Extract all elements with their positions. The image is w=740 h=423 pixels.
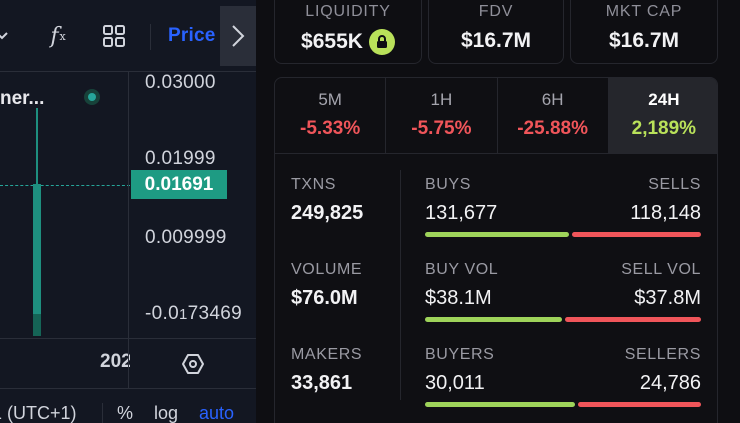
chart-bottom-bar: 1 (UTC+1) % log auto — [0, 388, 256, 423]
sell-bar — [577, 402, 701, 407]
token-stats-panel: LIQUIDITY $655K FDV $16.7M MKT CAP $16.7… — [256, 0, 740, 423]
price-tick: 0.01999 — [145, 148, 216, 169]
tab-change: -5.75% — [411, 118, 472, 139]
buy-bar — [425, 232, 569, 237]
buyers-label: BUYERS — [425, 346, 495, 363]
tab-change: 2,189% — [631, 118, 697, 139]
stats-divider — [400, 170, 401, 400]
grid-icon[interactable] — [100, 18, 128, 54]
tab-label: 24H — [648, 90, 680, 109]
price-axis[interactable]: 0.03000 0.01999 0.009999 -0.0173469 0.01… — [128, 72, 256, 338]
sells-label: SELLS — [648, 176, 701, 193]
chevron-down-icon[interactable] — [0, 18, 10, 54]
row-label: VOLUME — [291, 261, 363, 278]
row-label: TXNS — [291, 176, 337, 193]
buy-vol-value: $38.1M — [425, 287, 492, 309]
metric-card-fdv: FDV $16.7M — [428, 0, 564, 64]
log-scale-button[interactable]: log — [154, 403, 179, 423]
buy-sell-ratio-bar — [425, 402, 701, 407]
buys-value: 131,677 — [425, 202, 498, 224]
buy-sell-ratio-bar — [425, 232, 701, 237]
stat-row-txns: TXNS 249,825 BUYS 131,677 SELLS 118,148 — [275, 170, 717, 254]
stat-row-volume: VOLUME $76.0M BUY VOL $38.1M SELL VOL $3… — [275, 255, 717, 339]
expand-chevron-icon[interactable] — [220, 6, 256, 66]
row-value: 249,825 — [291, 202, 364, 224]
price-tick: 0.03000 — [145, 72, 216, 93]
sells-value: 118,148 — [630, 202, 701, 224]
price-toggle-button[interactable]: Price — [168, 25, 216, 46]
tab-change: -25.88% — [517, 118, 589, 139]
price-tick: 0.009999 — [145, 227, 227, 248]
metric-value: $16.7M — [460, 29, 532, 52]
hexagon-gear-icon[interactable] — [180, 351, 206, 377]
sell-vol-value: $37.8M — [634, 287, 701, 309]
metric-value: $16.7M — [608, 29, 680, 52]
symbol-name: ner... — [0, 88, 45, 109]
metric-label: MKT CAP — [605, 3, 683, 20]
metric-card-liquidity: LIQUIDITY $655K — [274, 0, 422, 64]
tab-change: -5.33% — [300, 118, 361, 139]
chart-plot-area[interactable]: ner... — [0, 72, 256, 338]
buy-bar — [425, 402, 575, 407]
tab-5m[interactable]: 5M -5.33% — [275, 78, 387, 153]
metric-label: LIQUIDITY — [305, 3, 391, 20]
market-status-dot — [84, 89, 100, 105]
time-label: 202 — [100, 351, 130, 372]
candle-body — [33, 184, 41, 336]
metric-card-mkt-cap: MKT CAP $16.7M — [570, 0, 718, 64]
timezone-button[interactable]: 1 (UTC+1) — [0, 403, 77, 423]
price-tick-subscript: 1 — [178, 306, 188, 323]
trading-stats-card: 5M -5.33% 1H -5.75% 6H -25.88% 24H 2,189… — [274, 77, 718, 423]
timeframe-tabs: 5M -5.33% 1H -5.75% 6H -25.88% 24H 2,189… — [275, 78, 717, 154]
row-value: $76.0M — [291, 287, 358, 309]
buyers-value: 30,011 — [425, 372, 485, 394]
toolbar-divider — [150, 24, 151, 50]
price-tick-tail: 73469 — [187, 303, 242, 324]
auto-scale-button[interactable]: auto — [199, 403, 235, 423]
row-label: MAKERS — [291, 346, 363, 363]
metric-value: $655K — [301, 30, 363, 53]
metric-label: FDV — [478, 3, 514, 20]
fx-icon-letter: f — [50, 23, 59, 49]
sellers-value: 24,786 — [639, 372, 701, 394]
bottom-bar-divider — [102, 403, 103, 423]
percent-scale-button[interactable]: % — [117, 403, 134, 423]
tab-24h[interactable]: 24H 2,189% — [608, 78, 717, 153]
stat-row-makers: MAKERS 33,861 BUYERS 30,011 SELLERS 24,7… — [275, 340, 717, 423]
buy-bar — [425, 317, 563, 322]
sell-vol-label: SELL VOL — [621, 261, 701, 278]
row-value: 33,861 — [291, 372, 353, 394]
price-tick-head: -0.0 — [145, 303, 179, 324]
tab-label: 5M — [318, 90, 342, 109]
buy-vol-label: BUY VOL — [425, 261, 499, 278]
sell-bar — [565, 317, 701, 322]
sellers-label: SELLERS — [624, 346, 701, 363]
candle-body-lower — [33, 314, 41, 336]
metric-value-wrap: $655K — [275, 29, 421, 55]
tab-1h[interactable]: 1H -5.75% — [386, 78, 498, 153]
buy-sell-ratio-bar — [425, 317, 701, 322]
tab-6h[interactable]: 6H -25.88% — [498, 78, 609, 153]
buys-label: BUYS — [425, 176, 471, 193]
fx-icon-subscript: x — [59, 29, 66, 43]
lock-icon[interactable] — [368, 29, 395, 55]
current-price-tag: 0.01691 — [131, 170, 227, 199]
tab-label: 1H — [430, 90, 453, 109]
sell-bar — [571, 232, 701, 237]
time-axis[interactable]: 202 — [0, 338, 256, 389]
tab-label: 6H — [541, 90, 564, 109]
axis-divider — [128, 339, 129, 389]
price-tick: -0.0173469 — [145, 303, 242, 325]
current-price-line — [0, 185, 130, 186]
